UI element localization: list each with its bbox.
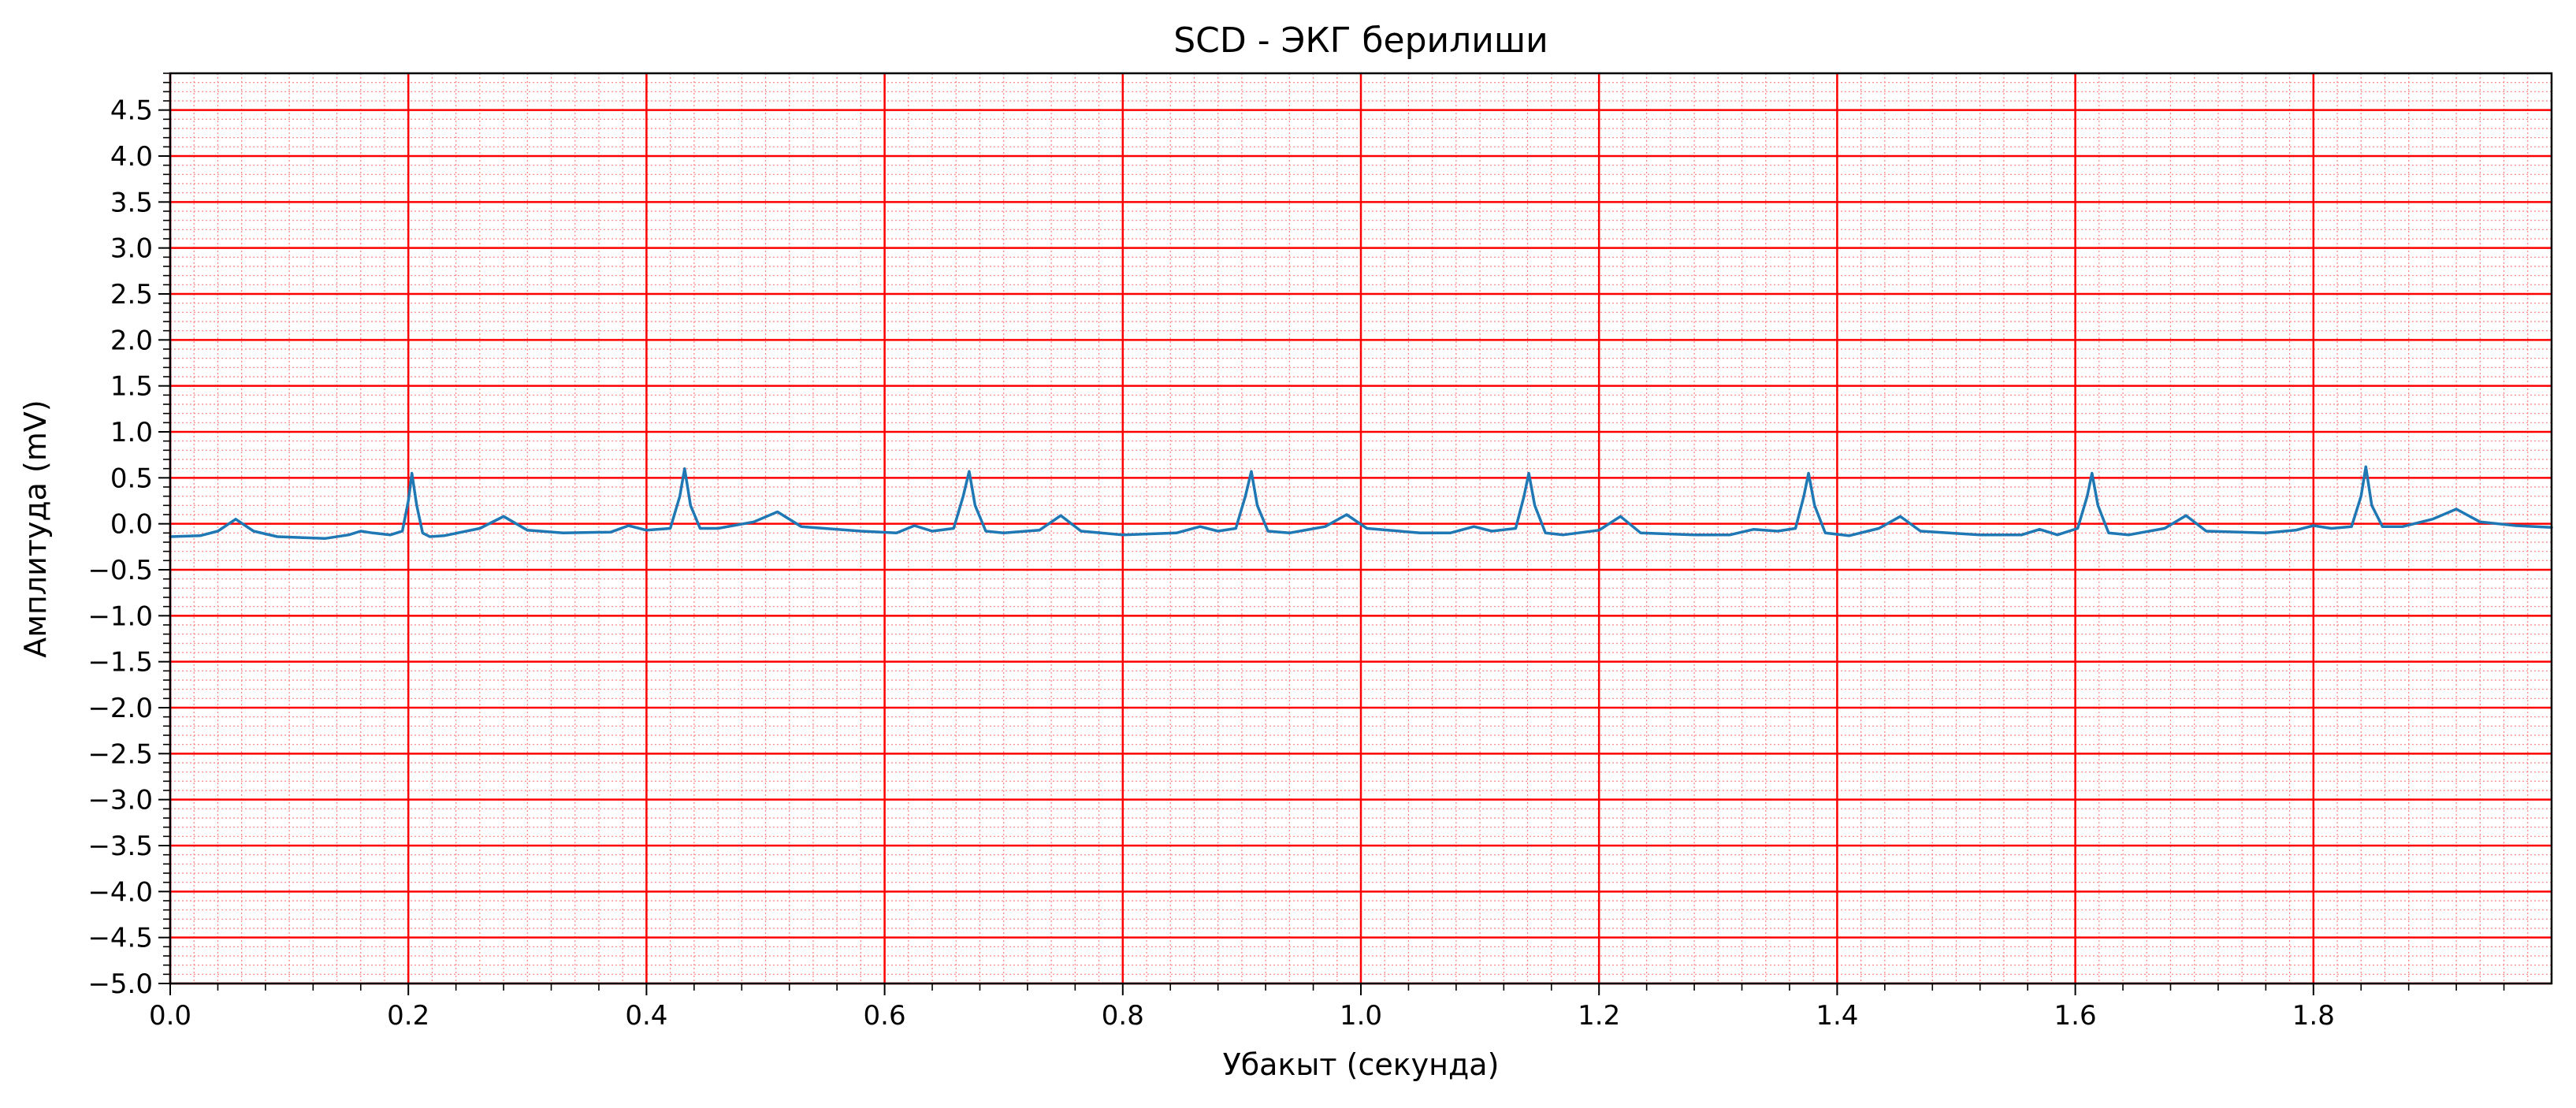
ecg-signal-line xyxy=(169,465,2553,541)
x-tick-label: 1.0 xyxy=(1340,1000,1382,1032)
y-tick-label: 0.5 xyxy=(110,463,153,494)
y-tick-label: −3.5 xyxy=(87,831,153,862)
x-axis-title: Убакыт (секунда) xyxy=(1223,1047,1500,1082)
y-tick-label: 2.5 xyxy=(110,279,153,310)
x-tick-label: 0.2 xyxy=(387,1000,429,1032)
plot-frame xyxy=(169,72,2553,985)
y-tick-label: 4.5 xyxy=(110,95,153,127)
y-tick-label: 0.0 xyxy=(110,509,153,541)
x-tick-label: 0.6 xyxy=(864,1000,906,1032)
x-tick-label: 0.4 xyxy=(625,1000,667,1032)
plot-area: 0.0 0.2 0.4 0.6 0.8 1.0 1.2 1.4 1.6 1.8 −5.0 −4.5 −4… xyxy=(87,72,2553,1032)
y-tick-label: −0.5 xyxy=(87,555,153,586)
y-axis-title: Амплитуда (mV) xyxy=(18,400,53,657)
y-tick-label: −2.5 xyxy=(87,738,153,770)
y-tick-label: 1.5 xyxy=(110,371,153,403)
x-tick-label: 1.8 xyxy=(2292,1000,2335,1032)
x-tick-label: 1.2 xyxy=(1578,1000,1620,1032)
chart-title: SCD - ЭКГ берилиши xyxy=(1173,20,1548,61)
y-tick-label: −4.5 xyxy=(87,923,153,954)
y-tick-label: −2.0 xyxy=(87,693,153,724)
y-tick-label: 3.0 xyxy=(110,233,153,265)
y-tick-label: 1.0 xyxy=(110,417,153,448)
y-tick-label: 3.5 xyxy=(110,187,153,218)
y-tick-label: −1.0 xyxy=(87,600,153,632)
y-tick-label: −5.0 xyxy=(87,969,153,1000)
x-tick-label: 0.0 xyxy=(149,1000,191,1032)
x-tick-label: 1.4 xyxy=(1816,1000,1858,1032)
y-tick-label: −4.0 xyxy=(87,876,153,908)
y-tick-label: 2.0 xyxy=(110,325,153,356)
y-tick-label: −3.0 xyxy=(87,785,153,816)
x-tick-label: 1.6 xyxy=(2054,1000,2097,1032)
y-tick-label: 4.0 xyxy=(110,141,153,173)
y-tick-label: −1.5 xyxy=(87,647,153,679)
x-tick-label: 0.8 xyxy=(1102,1000,1144,1032)
